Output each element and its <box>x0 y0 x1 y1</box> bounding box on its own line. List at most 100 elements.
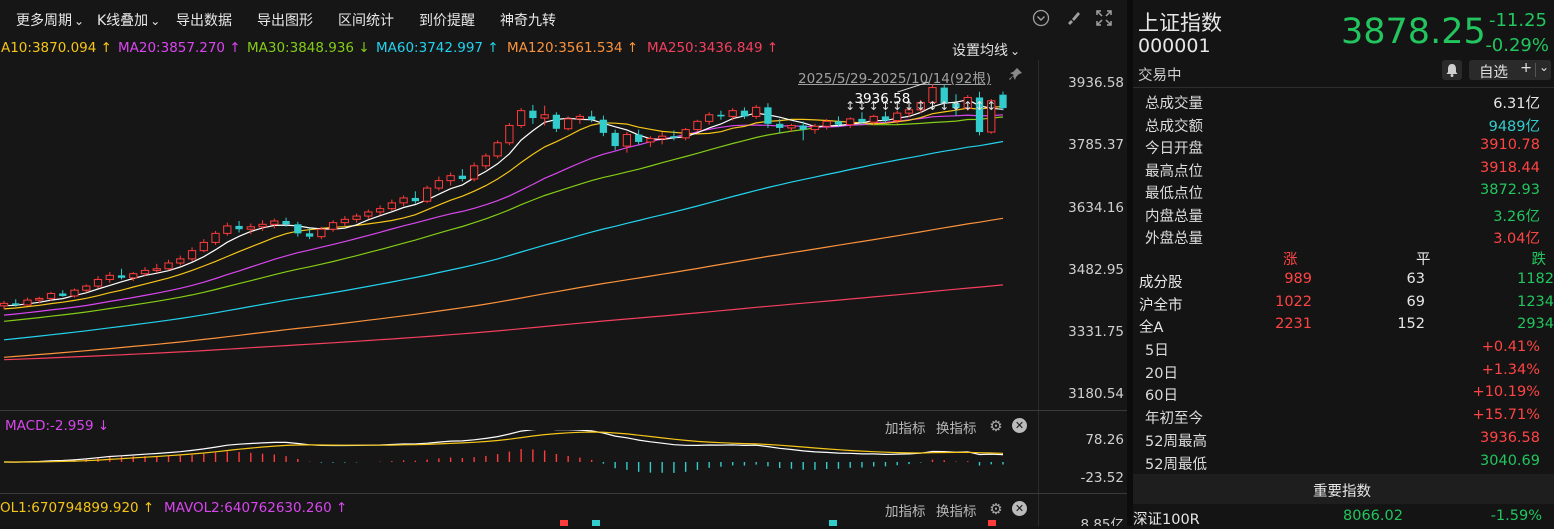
candle-body <box>152 268 161 271</box>
candle-body <box>35 297 44 301</box>
breadth-row: 成分股 989 63 1182 <box>1133 269 1554 291</box>
price-tick: 3331.75 <box>1068 324 1124 341</box>
fullscreen-icon[interactable] <box>1094 9 1114 29</box>
period-value: +15.71% <box>1472 407 1540 424</box>
candle-body <box>599 119 608 133</box>
breadth-label: 全A <box>1139 320 1164 336</box>
signal-arrow-icon: ↕ <box>845 99 855 113</box>
range-stats-button[interactable]: 区间统计 <box>338 13 394 29</box>
swap-indicator-button[interactable]: 换指标 <box>936 504 977 520</box>
breadth-row: 沪全市 1022 69 1234 <box>1133 292 1554 314</box>
candle-body <box>952 103 960 109</box>
set-ma-button[interactable]: 设置均线 ⌄ <box>952 40 1020 60</box>
k-overlay-button[interactable]: K线叠加 ⌄ <box>97 10 160 30</box>
magic-nine-button[interactable]: 神奇九转 <box>500 13 556 29</box>
breadth-up: 1022 <box>1275 293 1312 310</box>
candle-body <box>740 110 749 117</box>
candle-body <box>481 155 491 167</box>
candle-body <box>752 106 761 117</box>
price-tick: 3634.16 <box>1068 199 1124 216</box>
candle-body <box>105 274 114 280</box>
draw-brush-icon[interactable] <box>1063 9 1083 29</box>
index-name: 上证指数 <box>1138 11 1222 35</box>
export-graphic-button[interactable]: 导出图形 <box>257 13 313 29</box>
stat-value: 3918.44 <box>1480 159 1540 176</box>
price-alert-button[interactable]: 到价提醒 <box>419 13 475 29</box>
macd-dif-line <box>3 430 1004 463</box>
price-tick: 3785.37 <box>1068 137 1124 154</box>
price-tick: 3180.54 <box>1068 386 1124 403</box>
axis-divider <box>1038 60 1039 526</box>
macd-label: MACD:-2.959 ↓ <box>5 418 110 434</box>
ma60-label: MA60:3742.997 ↑ <box>376 40 499 56</box>
period-value: +0.41% <box>1481 339 1540 355</box>
candle-body <box>458 175 467 179</box>
alarm-bell-icon[interactable] <box>1442 60 1462 80</box>
stat-row: 内盘总量 3.26亿 <box>1133 203 1554 225</box>
collapse-circle-icon[interactable] <box>1031 9 1051 29</box>
important-index-title: 重要指数 <box>1313 484 1371 500</box>
candle-body <box>776 123 784 128</box>
add-indicator-button[interactable]: 加指标 <box>885 421 926 437</box>
candle-body <box>235 225 243 230</box>
flat-header: 平 <box>1416 252 1431 268</box>
chart-pane: 更多周期 ⌄ K线叠加 ⌄ 导出数据 导出图形 区间统计 到价提醒 神奇九转 IA1… <box>0 9 1127 526</box>
breadth-header: 涨平跌 <box>1133 246 1554 268</box>
candle-body <box>176 258 185 264</box>
candle-body <box>187 250 197 260</box>
swap-indicator-button[interactable]: 换指标 <box>936 421 977 437</box>
down-header: 跌 <box>1531 252 1547 268</box>
mavol2-label: MAVOL2:640762630.260 ↑ <box>164 500 348 516</box>
breadth-flat: 63 <box>1406 271 1425 287</box>
candle-body <box>834 121 843 125</box>
breadth-flat: 152 <box>1397 316 1425 332</box>
range-label[interactable]: 2025/5/29-2025/10/14(92根) <box>798 71 992 87</box>
gear-icon[interactable]: ⚙ <box>989 417 1003 435</box>
candle-body <box>670 136 678 138</box>
candle-body <box>305 233 314 237</box>
close-icon[interactable]: ✕ <box>1012 501 1027 516</box>
stat-label: 今日开盘 <box>1145 141 1203 157</box>
candle-body <box>975 97 984 133</box>
index-row-name: 深证100R <box>1133 512 1200 528</box>
pin-icon[interactable] <box>1009 67 1023 85</box>
mavol1-label: OL1:670794899.920 ↑ <box>0 500 155 516</box>
candle-body <box>364 211 373 217</box>
volume-tick: 8.85亿 <box>1080 517 1124 526</box>
candle-body <box>505 124 514 144</box>
candlestick-chart[interactable]: ↕ ↕ ↕ ↕ ↕ ↕ ↕ ↕ ↕ ↕ ↕ ↕ ↕3936.58 <box>0 60 1038 410</box>
candle-body <box>810 125 820 131</box>
more-periods-label: 更多周期 <box>16 13 72 29</box>
candle-body <box>658 135 667 140</box>
stat-row: 最高点位 3918.44 <box>1133 158 1554 180</box>
index-row[interactable]: 深证100R 8066.02 -1.59% <box>1133 506 1554 528</box>
divider <box>1133 87 1554 88</box>
export-data-button[interactable]: 导出数据 <box>176 13 232 29</box>
ma10-line <box>3 105 1004 310</box>
candle-body <box>869 115 878 123</box>
signal-arrow-icon: ↕ <box>880 99 890 113</box>
candle-body <box>764 107 772 124</box>
close-icon[interactable]: ✕ <box>1012 418 1027 433</box>
candle-body <box>12 303 20 305</box>
up-header: 涨 <box>1283 252 1298 268</box>
candle-body <box>963 96 972 109</box>
volume-bar <box>829 520 837 526</box>
signal-arrow-icon: ↕ <box>927 99 937 113</box>
signal-arrow-icon: ↕ <box>951 99 961 113</box>
high-value-label: 3936.58 <box>854 91 910 107</box>
ma120-line <box>3 217 1004 358</box>
add-watchlist-button[interactable]: 自选 + ⌄ <box>1469 60 1551 81</box>
breadth-up: 989 <box>1284 271 1312 287</box>
candle-body <box>46 292 56 299</box>
add-indicator-button[interactable]: 加指标 <box>885 504 926 520</box>
price-axis: 3936.58 3785.37 3634.16 3482.95 3331.75 3180.… <box>1040 60 1127 410</box>
candle-body <box>799 125 807 130</box>
pane-divider[interactable] <box>1127 0 1133 526</box>
period-row: 52周最高 3936.58 <box>1133 428 1554 450</box>
breadth-down: 2934 <box>1517 316 1554 332</box>
more-periods-button[interactable]: 更多周期 ⌄ <box>16 10 84 30</box>
gear-icon[interactable]: ⚙ <box>989 500 1003 518</box>
period-row: 年初至今 +15.71% <box>1133 405 1554 427</box>
candle-body <box>529 110 537 119</box>
